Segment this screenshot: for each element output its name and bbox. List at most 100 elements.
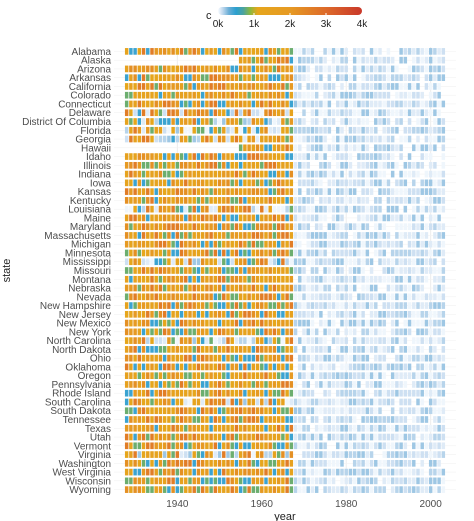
heatmap-cell bbox=[281, 188, 285, 195]
heatmap-cell bbox=[154, 407, 158, 415]
heatmap-cell bbox=[162, 223, 167, 231]
heatmap-cell bbox=[188, 65, 192, 73]
heatmap-cell bbox=[331, 372, 336, 380]
heatmap-cell bbox=[403, 398, 408, 406]
heatmap-cell bbox=[268, 48, 272, 55]
heatmap-cell bbox=[146, 451, 150, 458]
heatmap-cell bbox=[209, 407, 213, 415]
heatmap-cell bbox=[272, 240, 277, 248]
heatmap-cell bbox=[260, 205, 264, 213]
heatmap-cell bbox=[407, 302, 412, 309]
heatmap-cell bbox=[234, 346, 239, 353]
heatmap-cell bbox=[331, 91, 336, 99]
heatmap-cell bbox=[137, 354, 142, 362]
heatmap-cell bbox=[441, 161, 446, 169]
heatmap-cell bbox=[298, 170, 302, 178]
heatmap-cell bbox=[188, 337, 192, 344]
heatmap-cell bbox=[433, 135, 437, 143]
heatmap-cell bbox=[327, 424, 332, 432]
heatmap-cell bbox=[374, 328, 378, 336]
heatmap-cell bbox=[352, 118, 357, 125]
heatmap-cell bbox=[129, 249, 133, 257]
heatmap-cell bbox=[179, 65, 184, 73]
heatmap-cell bbox=[420, 179, 424, 187]
heatmap-cell bbox=[154, 118, 158, 125]
heatmap-cell bbox=[302, 310, 306, 318]
heatmap-cell bbox=[424, 433, 429, 441]
heatmap-cell bbox=[395, 100, 399, 108]
heatmap-cell bbox=[260, 302, 264, 309]
heatmap-cell bbox=[205, 258, 209, 266]
heatmap-cell bbox=[141, 74, 146, 82]
heatmap-cell bbox=[424, 118, 429, 125]
heatmap-cell bbox=[124, 363, 129, 371]
heatmap-cell bbox=[251, 267, 256, 274]
heatmap-cell bbox=[188, 293, 192, 301]
heatmap-cell bbox=[399, 258, 403, 266]
heatmap-cell bbox=[133, 249, 137, 257]
heatmap-cell bbox=[234, 48, 239, 55]
heatmap-cell bbox=[133, 477, 137, 485]
heatmap-cell bbox=[395, 232, 399, 239]
heatmap-cell bbox=[323, 363, 327, 371]
heatmap-cell bbox=[260, 293, 264, 301]
heatmap-cell bbox=[260, 161, 264, 169]
heatmap-cell bbox=[146, 179, 150, 187]
heatmap-cell bbox=[129, 74, 133, 82]
heatmap-cell bbox=[205, 197, 209, 204]
heatmap-cell bbox=[289, 56, 294, 64]
heatmap-cell bbox=[314, 477, 319, 485]
heatmap-cell bbox=[192, 416, 196, 423]
heatmap-cell bbox=[179, 214, 184, 222]
heatmap-cell bbox=[437, 170, 441, 178]
heatmap-cell bbox=[420, 424, 424, 432]
heatmap-cell bbox=[184, 118, 188, 125]
heatmap-cell bbox=[348, 398, 353, 406]
heatmap-cell bbox=[403, 389, 408, 397]
heatmap-cell bbox=[365, 91, 370, 99]
heatmap-cell bbox=[230, 477, 234, 485]
heatmap-cell bbox=[137, 161, 142, 169]
heatmap-cell bbox=[424, 83, 429, 90]
heatmap-cell bbox=[205, 240, 209, 248]
heatmap-cell bbox=[154, 459, 158, 467]
heatmap-cell bbox=[390, 153, 395, 160]
heatmap-cell bbox=[412, 381, 416, 388]
heatmap-cell bbox=[357, 83, 361, 90]
heatmap-cell bbox=[222, 398, 226, 406]
heatmap-cell bbox=[314, 398, 319, 406]
heatmap-cell bbox=[272, 100, 277, 108]
heatmap-cell bbox=[146, 48, 150, 55]
heatmap-cell bbox=[175, 223, 180, 231]
heatmap-cell bbox=[255, 477, 260, 485]
heatmap-cell bbox=[386, 214, 391, 222]
heatmap-cell bbox=[407, 284, 412, 292]
heatmap-cell bbox=[171, 65, 175, 73]
heatmap-cell bbox=[416, 74, 420, 82]
heatmap-cell bbox=[281, 126, 285, 134]
heatmap-cell bbox=[247, 74, 251, 82]
heatmap-cell bbox=[209, 205, 213, 213]
heatmap-cell bbox=[331, 144, 336, 152]
heatmap-cell bbox=[209, 214, 213, 222]
heatmap-cell bbox=[424, 354, 429, 362]
heatmap-cell bbox=[433, 118, 437, 125]
heatmap-cell bbox=[365, 223, 370, 231]
heatmap-cell bbox=[374, 424, 378, 432]
heatmap-cell bbox=[420, 144, 424, 152]
heatmap-cell bbox=[374, 346, 378, 353]
heatmap-cell bbox=[361, 310, 365, 318]
heatmap-cell bbox=[264, 223, 268, 231]
heatmap-cell bbox=[420, 363, 424, 371]
heatmap-cell bbox=[357, 424, 361, 432]
heatmap-cell bbox=[276, 232, 281, 239]
heatmap-cell bbox=[247, 48, 251, 55]
heatmap-cell bbox=[209, 249, 213, 257]
heatmap-cell bbox=[171, 328, 175, 336]
heatmap-cell bbox=[124, 346, 129, 353]
heatmap-cell bbox=[327, 284, 332, 292]
heatmap-cell bbox=[382, 56, 386, 64]
heatmap-cell bbox=[196, 398, 201, 406]
heatmap-cell bbox=[403, 232, 408, 239]
heatmap-cell bbox=[247, 451, 251, 458]
